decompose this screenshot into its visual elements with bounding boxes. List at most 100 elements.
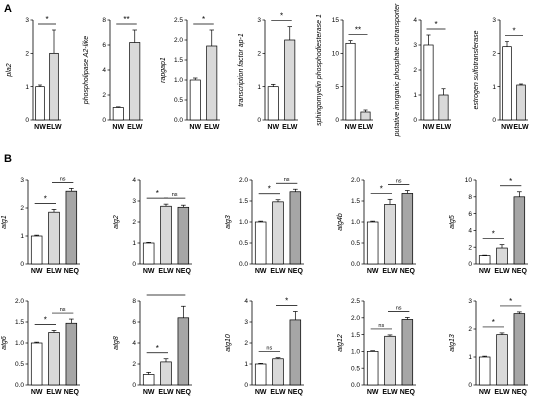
- bar-elw: [360, 111, 371, 121]
- bar-nw: [35, 86, 45, 121]
- bar-neq: [513, 196, 526, 265]
- category-label: NEQ: [176, 389, 192, 396]
- category-label: ELW: [270, 389, 286, 396]
- bar-elw: [206, 45, 218, 121]
- bar-nw: [112, 107, 124, 121]
- y-axis-label: pla2: [6, 63, 13, 77]
- bar-elw: [496, 247, 508, 265]
- bar-elw: [48, 332, 60, 386]
- y-tick-label: 0: [102, 117, 106, 124]
- category-label: ELW: [270, 268, 286, 275]
- y-tick-label: 1.0: [174, 77, 183, 84]
- category-label: ELW: [382, 268, 398, 275]
- category-label: ELW: [204, 124, 220, 131]
- y-tick-label: 2: [492, 51, 496, 58]
- y-tick-label: 1.0: [239, 219, 248, 226]
- bar-nw: [366, 351, 379, 386]
- y-axis-label: atg5: [449, 215, 456, 229]
- category-label: NEQ: [512, 268, 528, 275]
- bar-elw: [384, 204, 396, 265]
- significance-label: ns: [396, 305, 402, 311]
- y-axis-label: atg12: [337, 334, 344, 352]
- category-label: NEQ: [288, 389, 304, 396]
- y-tick-label: 0.0: [174, 117, 183, 124]
- category-label: NEQ: [288, 268, 304, 275]
- significance-label: *: [512, 27, 515, 36]
- bar-elw: [438, 94, 449, 121]
- category-label: NW: [345, 124, 357, 131]
- y-tick-label: 2: [468, 326, 472, 333]
- category-label: ELW: [46, 124, 62, 131]
- chart-atg6: 0.0 0.5 1.0 1.5 2.0 atg6 NW ELW NEQ * ns: [1, 298, 80, 396]
- y-tick-label: 0: [335, 117, 339, 124]
- y-tick-label: 3: [468, 298, 472, 305]
- chart-atg5: 0 2 4 6 8 10 atg5 NW ELW NEQ * *: [449, 177, 528, 275]
- y-axis-label: putative inorganic phosphate cotransport…: [394, 3, 401, 137]
- y-tick-label: 4: [132, 177, 136, 184]
- y-tick-label: 0: [468, 382, 472, 389]
- y-tick-label: 6: [132, 319, 136, 326]
- significance-label: *: [509, 177, 512, 186]
- y-axis-label: atg3: [225, 215, 232, 229]
- y-tick-label: 4: [244, 298, 248, 305]
- bar-nw: [142, 374, 155, 386]
- significance-label: *: [492, 318, 495, 327]
- significance-label: *: [380, 184, 383, 193]
- y-tick-label: 2.5: [351, 298, 360, 305]
- significance-label: *: [509, 297, 512, 306]
- y-tick-label: 4: [413, 17, 417, 24]
- category-label: NEQ: [400, 389, 416, 396]
- significance-label: ns: [266, 346, 272, 352]
- y-tick-label: 1: [413, 92, 417, 99]
- category-label: NW: [31, 389, 43, 396]
- y-tick-label: 1.5: [351, 332, 360, 339]
- y-tick-label: 3: [244, 319, 248, 326]
- y-tick-label: 1.5: [15, 319, 24, 326]
- y-tick-label: 2.5: [174, 17, 183, 24]
- panel-label-b: B: [4, 153, 12, 165]
- y-tick-label: 1.0: [351, 349, 360, 356]
- bar-neq: [401, 193, 414, 265]
- category-label: ELW: [494, 268, 510, 275]
- y-tick-label: 6: [468, 211, 472, 218]
- y-axis-label: atg13: [449, 334, 456, 352]
- y-tick-label: 2.0: [174, 37, 183, 44]
- bar-neq: [177, 317, 190, 386]
- significance-label: *: [45, 15, 48, 24]
- category-label: NW: [112, 124, 124, 131]
- y-tick-label: 1: [25, 84, 29, 91]
- y-tick-label: 1.5: [239, 198, 248, 205]
- bar-elw: [272, 201, 284, 265]
- chart-estrogen-sulfotransferase: 0 1 2 3 estrogen sulfotransferase NW ELW *: [473, 17, 529, 131]
- y-tick-label: 0: [468, 261, 472, 268]
- y-tick-label: 2: [468, 244, 472, 251]
- y-axis-label: transcription factor ap-1: [238, 33, 245, 107]
- y-tick-label: 0.5: [15, 361, 24, 368]
- bar-elw: [284, 39, 296, 121]
- chart-atg4b: 0.0 0.5 1.0 1.5 2.0 atg4b NW ELW NEQ * ns: [337, 177, 416, 275]
- chart-atg8: 0 2 4 6 8 atg8 NW ELW NEQ *: [113, 294, 192, 396]
- bar-nw: [478, 255, 491, 265]
- y-tick-label: 8: [468, 194, 472, 201]
- y-tick-label: 5: [335, 84, 339, 91]
- y-tick-label: 10: [465, 177, 473, 184]
- chart-transcription-factor-ap-1: 0 1 2 3 transcription factor ap-1 NW ELW *: [238, 12, 298, 131]
- bar-nw: [423, 44, 434, 121]
- bar-neq: [513, 313, 526, 386]
- y-tick-label: 2: [244, 340, 248, 347]
- y-tick-label: 0: [244, 382, 248, 389]
- significance-label: *: [285, 297, 288, 306]
- category-label: ELW: [436, 124, 452, 131]
- y-tick-label: 4: [132, 340, 136, 347]
- significance-label: ns: [396, 179, 402, 185]
- bar-elw: [160, 205, 172, 265]
- y-tick-label: 0: [132, 382, 136, 389]
- significance-label: ns: [60, 307, 66, 313]
- y-axis-label: sphingomyelin phosphodiesterase 1: [316, 14, 323, 126]
- panel-label-a: A: [4, 3, 12, 15]
- bar-neq: [65, 190, 78, 265]
- category-label: NW: [367, 268, 379, 275]
- y-tick-label: 0: [25, 117, 29, 124]
- bar-nw: [189, 79, 201, 121]
- significance-label: *: [202, 15, 205, 24]
